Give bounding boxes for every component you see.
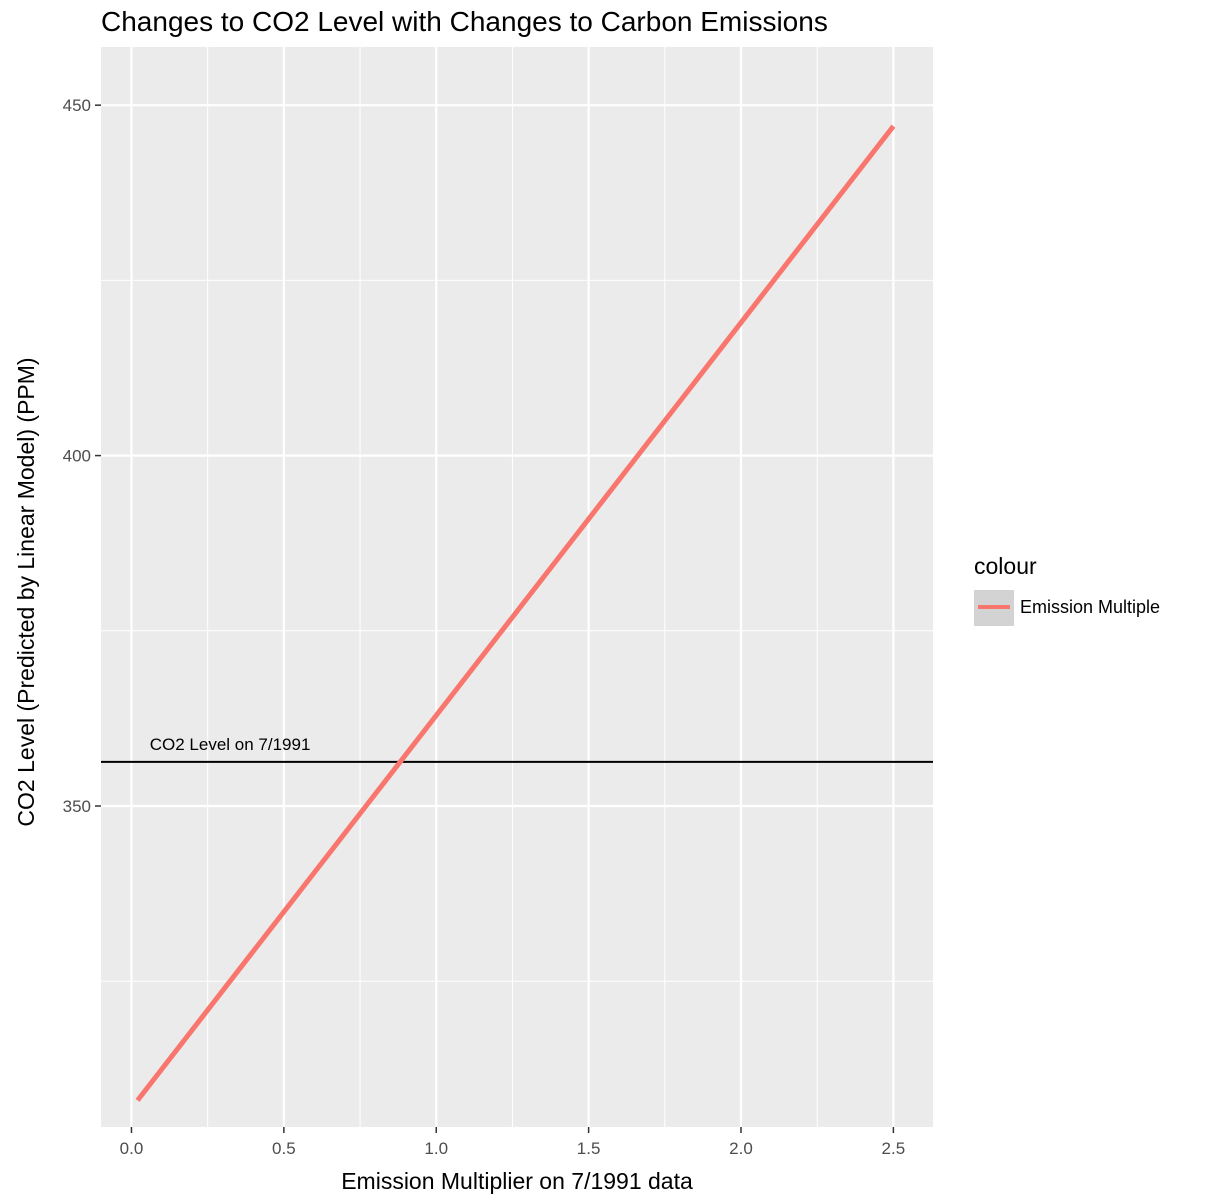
reference-hline-label: CO2 Level on 7/1991 [150, 735, 311, 754]
y-axis: 350 400 450 [63, 96, 101, 816]
plot-panel [101, 47, 933, 1127]
x-tick-label: 1.0 [424, 1139, 448, 1158]
y-tick-label: 400 [63, 447, 91, 466]
y-tick-label: 350 [63, 797, 91, 816]
series-line-emission-multiple [135, 124, 896, 1102]
reference-line-group: CO2 Level on 7/1991 [101, 735, 933, 763]
legend: colour Emission Multiple [974, 553, 1160, 626]
legend-label-emission-multiple: Emission Multiple [1020, 597, 1160, 617]
series-group [135, 124, 896, 1102]
x-tick-label: 0.0 [120, 1139, 144, 1158]
x-tick-label: 1.5 [577, 1139, 601, 1158]
x-tick-label: 2.5 [882, 1139, 906, 1158]
y-tick-label: 450 [63, 96, 91, 115]
y-axis-title: CO2 Level (Predicted by Linear Model) (P… [13, 357, 39, 826]
x-tick-label: 0.5 [272, 1139, 296, 1158]
chart-title: Changes to CO2 Level with Changes to Car… [101, 6, 828, 37]
x-tick-label: 2.0 [729, 1139, 753, 1158]
x-axis: 0.0 0.5 1.0 1.5 2.0 2.5 [120, 1127, 906, 1158]
x-axis-title: Emission Multiplier on 7/1991 data [341, 1168, 693, 1194]
grid-major [101, 47, 933, 1127]
legend-title: colour [974, 553, 1037, 579]
